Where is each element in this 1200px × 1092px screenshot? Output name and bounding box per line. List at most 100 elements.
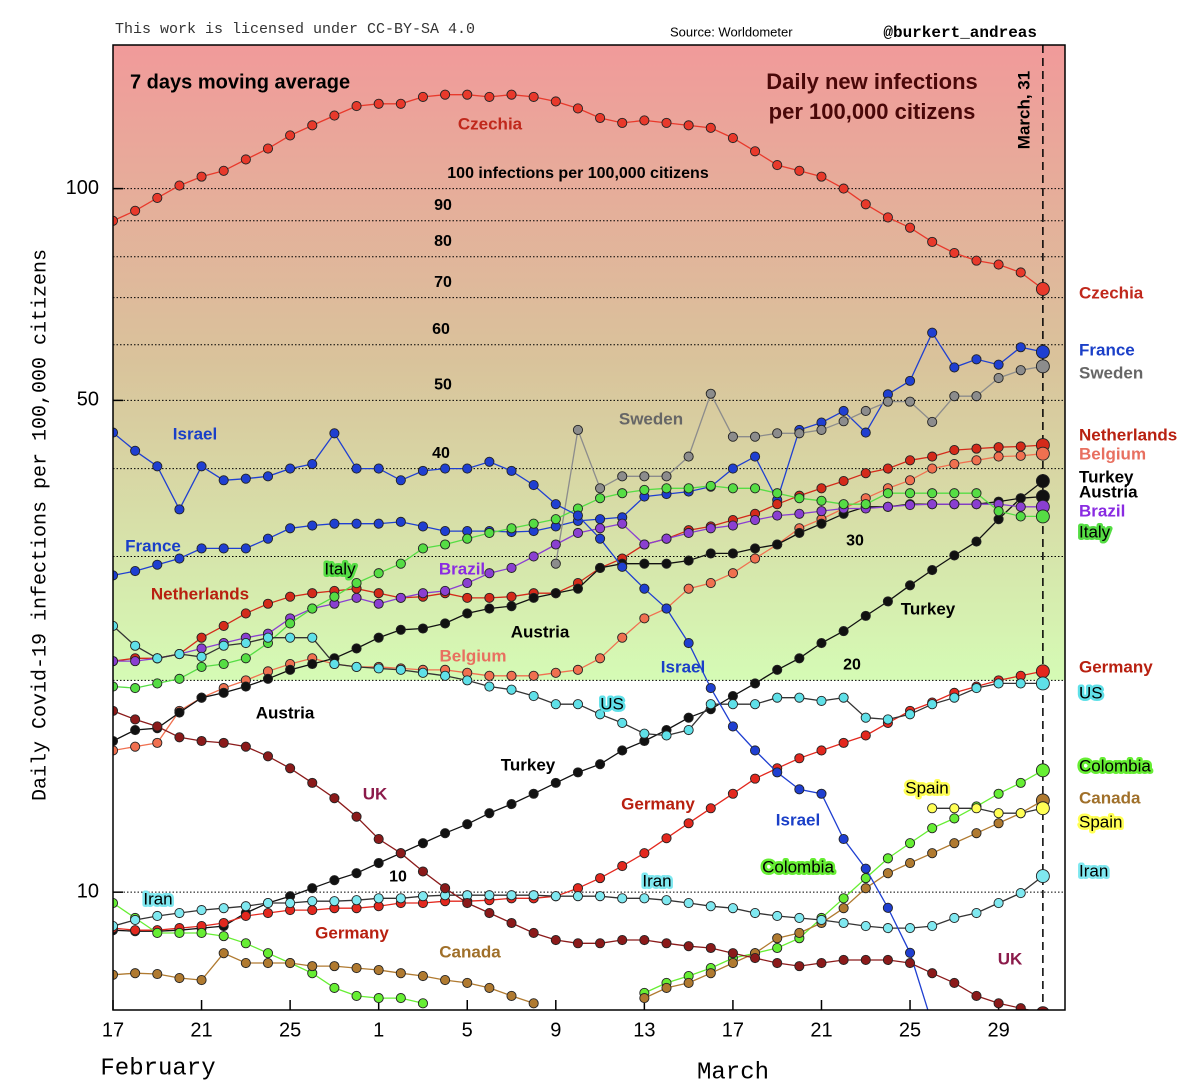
data-point bbox=[130, 656, 141, 667]
data-point bbox=[683, 637, 694, 649]
data-point bbox=[949, 977, 960, 988]
series-label: Germany bbox=[621, 794, 695, 813]
data-point bbox=[174, 927, 185, 939]
data-point bbox=[705, 523, 716, 534]
series-label: Turkey bbox=[501, 755, 556, 774]
data-point bbox=[772, 488, 783, 499]
data-point bbox=[705, 901, 716, 912]
data-point bbox=[595, 873, 606, 884]
data-point bbox=[1035, 509, 1050, 524]
data-point bbox=[838, 499, 849, 510]
data-point bbox=[417, 970, 429, 982]
data-point bbox=[152, 927, 163, 939]
data-point bbox=[949, 912, 960, 924]
data-point bbox=[506, 670, 517, 681]
data-point bbox=[904, 499, 916, 511]
data-point bbox=[904, 957, 916, 969]
data-point bbox=[462, 592, 473, 603]
grid-label: 50 bbox=[434, 377, 452, 394]
data-point bbox=[130, 640, 141, 651]
data-point bbox=[838, 903, 849, 914]
series-line bbox=[113, 799, 1044, 1004]
data-point bbox=[971, 391, 982, 402]
data-point bbox=[928, 1019, 937, 1028]
data-point bbox=[550, 499, 561, 510]
data-point bbox=[927, 236, 938, 247]
data-point bbox=[373, 893, 384, 904]
series-label: Netherlands bbox=[151, 584, 249, 603]
data-point bbox=[683, 483, 694, 494]
x-tick-label: 29 bbox=[987, 1019, 1009, 1041]
data-point bbox=[772, 539, 783, 550]
data-point bbox=[927, 463, 938, 474]
data-point bbox=[240, 637, 251, 649]
data-point bbox=[683, 712, 694, 723]
data-point bbox=[794, 428, 805, 439]
data-point bbox=[152, 968, 163, 980]
data-point bbox=[196, 461, 207, 472]
data-point bbox=[528, 998, 539, 1009]
data-point bbox=[484, 982, 495, 993]
series-label: US bbox=[600, 694, 624, 713]
data-point bbox=[240, 681, 251, 692]
data-point bbox=[373, 598, 384, 609]
data-point bbox=[373, 568, 384, 579]
data-point bbox=[882, 596, 893, 607]
data-point bbox=[904, 923, 916, 934]
data-point bbox=[727, 568, 738, 579]
data-point bbox=[572, 699, 583, 710]
data-point bbox=[617, 561, 628, 572]
series-line bbox=[113, 710, 1032, 1010]
shaded-band bbox=[113, 45, 1065, 681]
data-point bbox=[1035, 282, 1050, 296]
data-point bbox=[417, 588, 429, 599]
data-point bbox=[329, 793, 340, 804]
data-point bbox=[1015, 777, 1026, 788]
data-point bbox=[218, 640, 229, 651]
data-point bbox=[683, 897, 694, 909]
data-point bbox=[1035, 446, 1050, 461]
data-point bbox=[395, 848, 406, 859]
data-point bbox=[218, 620, 229, 631]
data-point bbox=[528, 670, 539, 681]
data-point bbox=[661, 533, 672, 544]
data-point bbox=[262, 907, 274, 919]
data-point bbox=[639, 583, 650, 594]
data-point bbox=[218, 475, 229, 486]
data-point bbox=[506, 990, 517, 1001]
data-point bbox=[373, 993, 384, 1004]
data-point bbox=[373, 518, 384, 529]
data-point bbox=[218, 917, 229, 929]
data-point bbox=[949, 838, 960, 849]
data-point bbox=[262, 673, 274, 684]
data-point bbox=[661, 603, 672, 614]
data-point bbox=[927, 416, 938, 427]
data-point bbox=[794, 527, 805, 539]
data-point bbox=[218, 658, 229, 670]
grid-label: 80 bbox=[434, 233, 452, 250]
data-point bbox=[838, 954, 849, 966]
y-axis-title: Daily Covid-19 infections per 100,000 ci… bbox=[29, 249, 52, 801]
legend-label: Iran bbox=[1079, 861, 1108, 880]
data-point bbox=[506, 523, 517, 534]
data-point bbox=[816, 506, 827, 517]
data-point bbox=[683, 583, 694, 594]
series-label: Belgium bbox=[439, 646, 506, 665]
data-point bbox=[750, 146, 761, 157]
data-point bbox=[993, 442, 1004, 453]
data-point bbox=[262, 948, 274, 959]
data-point bbox=[196, 661, 207, 672]
data-point bbox=[174, 504, 185, 515]
data-point bbox=[550, 539, 561, 550]
data-point bbox=[971, 803, 982, 814]
data-point bbox=[196, 171, 207, 182]
data-point bbox=[860, 468, 871, 479]
data-point bbox=[838, 833, 849, 845]
data-point bbox=[528, 91, 539, 102]
data-point bbox=[727, 548, 738, 559]
data-point bbox=[218, 903, 229, 914]
grid-label: 40 bbox=[432, 445, 450, 462]
data-point bbox=[750, 699, 761, 710]
data-point bbox=[860, 954, 871, 966]
data-point bbox=[838, 476, 849, 487]
